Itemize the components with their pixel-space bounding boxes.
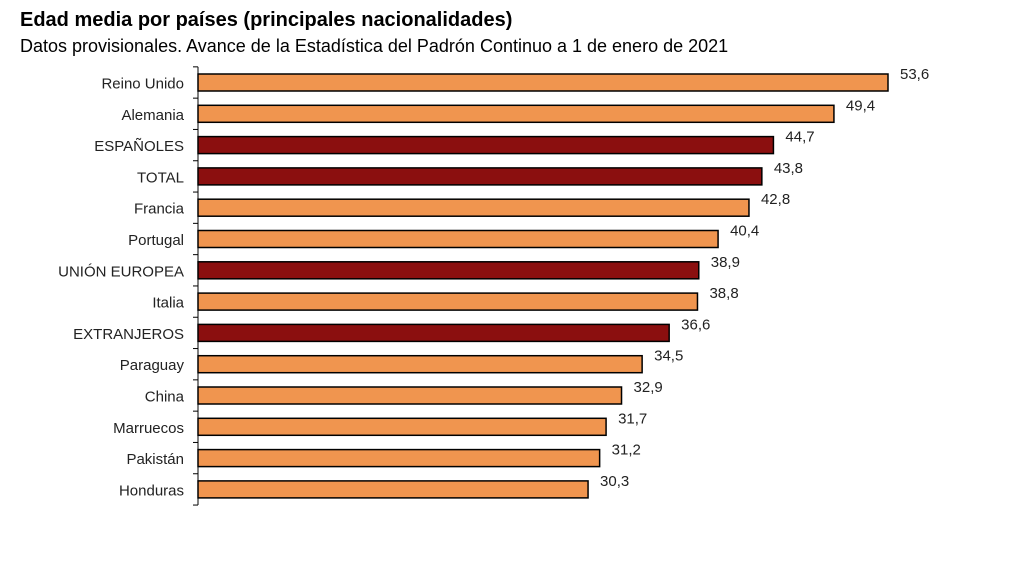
bar-espanoles xyxy=(197,135,775,155)
bar-portugal xyxy=(197,229,719,249)
value-label-francia: 42,8 xyxy=(761,191,790,208)
category-label-paraguay: Paraguay xyxy=(120,357,185,374)
bars xyxy=(197,73,889,499)
value-label-pakistan: 31,2 xyxy=(612,442,641,459)
category-label-extranjeros: EXTRANJEROS xyxy=(73,326,184,343)
bar-extranjeros xyxy=(197,323,670,343)
value-label-reino-unido: 53,6 xyxy=(900,66,929,83)
bar-francia xyxy=(197,198,750,217)
bar-pakistan xyxy=(197,448,601,468)
value-label-extranjeros: 36,6 xyxy=(681,316,710,333)
bar-reino-unido xyxy=(197,73,889,92)
value-label-paraguay: 34,5 xyxy=(654,348,683,365)
bar-marruecos xyxy=(197,417,607,437)
chart-title: Edad media por países (principales nacio… xyxy=(20,9,513,31)
value-label-total: 43,8 xyxy=(774,160,803,177)
category-label-alemania: Alemania xyxy=(121,107,184,124)
category-label-honduras: Honduras xyxy=(119,482,184,499)
category-label-china: China xyxy=(145,389,185,406)
bar-total xyxy=(197,167,763,186)
value-label-china: 32,9 xyxy=(634,379,663,396)
value-labels: 53,6 49,4 44,7 43,8 42,840,4 38,9 38,8 36,6 34,5… xyxy=(600,66,929,490)
category-label-francia: Francia xyxy=(134,201,185,218)
category-label-espanoles: ESPAÑOLES xyxy=(94,138,184,155)
value-label-portugal: 40,4 xyxy=(730,223,759,240)
value-label-union-europea: 38,9 xyxy=(711,254,740,271)
category-label-reino-unido: Reino Unido xyxy=(101,76,184,93)
value-label-espanoles: 44,7 xyxy=(785,129,814,146)
value-label-marruecos: 31,7 xyxy=(618,410,647,427)
category-label-pakistan: Pakistán xyxy=(126,451,184,468)
value-label-honduras: 30,3 xyxy=(600,473,629,490)
category-label-total: TOTAL xyxy=(137,169,184,186)
value-label-alemania: 49,4 xyxy=(846,97,875,114)
category-labels: Reino Unido Alemania ESPAÑOLES TOTAL Francia… xyxy=(58,76,185,500)
category-label-portugal: Portugal xyxy=(128,232,184,249)
category-label-marruecos: Marruecos xyxy=(113,420,184,437)
chart-subtitle: Datos provisionales. Avance de la Estadí… xyxy=(20,36,729,56)
bar-alemania xyxy=(197,104,835,124)
value-label-italia: 38,8 xyxy=(709,285,738,302)
bar-honduras xyxy=(197,480,589,499)
bar-china xyxy=(197,386,623,405)
bar-paraguay xyxy=(197,354,643,374)
bar-union-europea xyxy=(197,261,700,280)
category-label-union-europea: UNIÓN EUROPEA xyxy=(58,263,184,280)
y-axis xyxy=(193,66,199,506)
bar-italia xyxy=(197,292,699,311)
category-label-italia: Italia xyxy=(152,295,184,312)
